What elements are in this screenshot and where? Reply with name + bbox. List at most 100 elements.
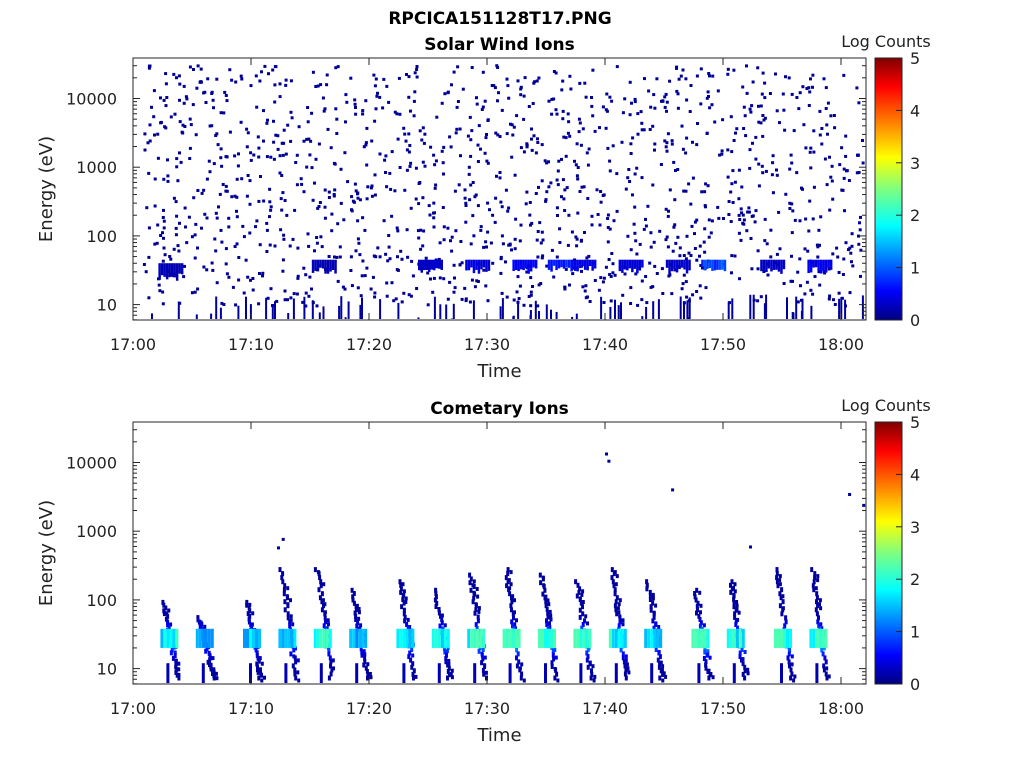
burst-cell xyxy=(369,675,373,680)
count-pixel xyxy=(354,249,358,253)
count-pixel xyxy=(517,297,521,300)
band-cell xyxy=(178,263,181,274)
burst-cell xyxy=(746,671,750,676)
burst-cell xyxy=(169,650,173,656)
count-pixel xyxy=(228,68,232,72)
count-pixel xyxy=(162,177,166,181)
count-pixel xyxy=(829,114,833,118)
count-pixel xyxy=(185,241,189,245)
burst-cell xyxy=(704,665,708,671)
count-pixel xyxy=(809,288,813,292)
count-pixel xyxy=(761,71,765,75)
count-pixel xyxy=(403,132,407,136)
count-pixel xyxy=(861,161,865,165)
burst-cell xyxy=(349,628,353,648)
count-pixel xyxy=(828,294,832,298)
count-pixel xyxy=(699,264,703,267)
count-pixel xyxy=(233,245,237,248)
x-tick-label: 17:50 xyxy=(700,699,746,718)
count-pixel xyxy=(655,77,659,81)
burst-cell xyxy=(288,623,292,629)
burst-cell xyxy=(440,628,444,648)
burst-cell xyxy=(651,600,655,606)
count-pixel xyxy=(680,287,684,291)
count-pixel xyxy=(802,123,806,127)
count-pixel xyxy=(265,221,269,225)
count-pixel xyxy=(468,198,472,202)
count-pixel xyxy=(643,77,646,81)
burst-cell xyxy=(175,628,179,648)
count-pixel xyxy=(176,244,180,248)
count-pixel xyxy=(577,117,581,121)
count-pixel xyxy=(742,218,746,222)
burst-cell xyxy=(471,599,475,605)
burst-cell xyxy=(473,663,477,684)
count-pixel xyxy=(493,86,497,90)
count-pixel xyxy=(323,216,327,220)
burst-cell xyxy=(706,649,710,654)
count-pixel xyxy=(745,91,749,95)
count-pixel xyxy=(449,239,452,243)
count-pixel xyxy=(403,188,407,192)
burst-cell xyxy=(484,670,488,675)
count-pixel xyxy=(218,192,222,196)
burst-cell xyxy=(700,628,704,648)
burst-cell xyxy=(215,676,219,681)
count-pixel xyxy=(795,171,799,175)
burst-cell xyxy=(820,647,824,653)
count-pixel xyxy=(525,145,529,149)
count-pixel xyxy=(398,112,402,116)
burst-cell xyxy=(614,599,618,605)
burst-cell xyxy=(476,614,480,620)
count-pixel xyxy=(185,97,189,101)
count-pixel xyxy=(464,204,468,207)
count-pixel xyxy=(525,190,529,194)
burst-cell xyxy=(576,628,580,648)
burst-cell xyxy=(255,661,259,667)
count-pixel xyxy=(471,214,475,218)
burst-cell xyxy=(211,656,215,661)
count-pixel xyxy=(300,182,304,186)
burst-cell xyxy=(652,614,656,620)
count-pixel xyxy=(756,267,760,271)
count-pixel xyxy=(188,157,192,160)
count-pixel xyxy=(782,108,786,112)
burst-cell xyxy=(257,675,261,681)
count-pixel xyxy=(576,177,580,181)
burst-cell xyxy=(328,628,332,648)
count-pixel xyxy=(332,161,336,165)
band-cell xyxy=(331,259,335,270)
count-pixel xyxy=(323,205,327,209)
count-pixel xyxy=(476,280,480,283)
burst-cell xyxy=(248,602,252,607)
burst-cell xyxy=(246,628,249,648)
burst-cell xyxy=(576,582,580,588)
burst-cell xyxy=(786,655,790,661)
burst-cell xyxy=(591,664,595,669)
burst-cell xyxy=(544,628,547,648)
count-pixel xyxy=(568,74,572,78)
burst-cell xyxy=(708,672,712,678)
count-pixel xyxy=(556,169,560,173)
burst-cell xyxy=(580,592,584,597)
count-pixel xyxy=(415,75,419,79)
count-pixel xyxy=(217,205,220,209)
count-pixel xyxy=(467,165,471,169)
count-pixel xyxy=(488,208,491,212)
count-pixel xyxy=(649,105,653,109)
count-pixel xyxy=(791,209,795,213)
count-pixel xyxy=(575,142,579,146)
colorbar-label: Log Counts xyxy=(841,396,931,415)
count-pixel xyxy=(704,205,707,209)
burst-cell xyxy=(815,628,819,648)
count-pixel xyxy=(554,71,558,75)
count-pixel xyxy=(147,296,151,300)
count-pixel xyxy=(481,105,485,109)
count-pixel xyxy=(153,242,157,246)
count-pixel xyxy=(751,80,755,84)
count-pixel xyxy=(762,118,766,122)
count-pixel xyxy=(499,257,503,261)
burst-cell xyxy=(410,647,414,652)
burst-cell xyxy=(508,663,512,684)
count-pixel xyxy=(798,91,802,95)
